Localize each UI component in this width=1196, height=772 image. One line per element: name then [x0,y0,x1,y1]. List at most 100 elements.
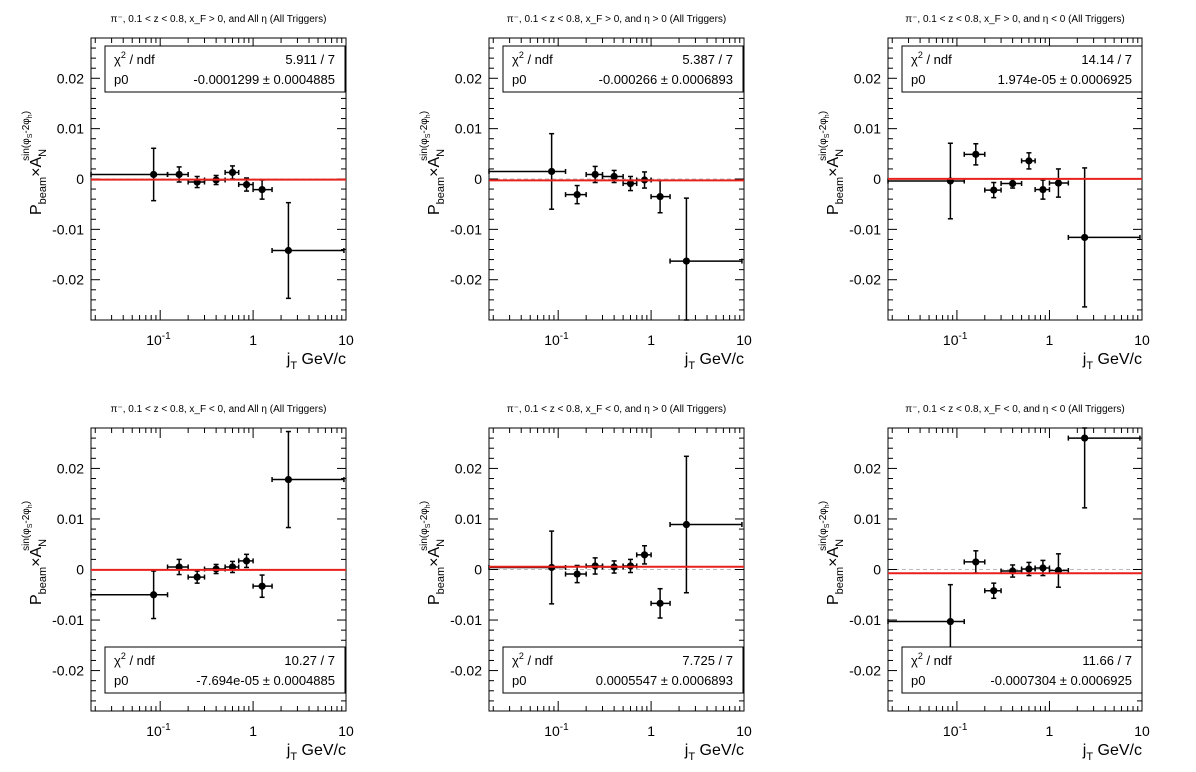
y-label-sup-mid: -2φ [21,508,32,524]
x-tick-label: 1 [249,332,257,348]
y-tick-label: -0.01 [450,221,482,237]
chart-panel-3: π⁻, 0.1 < z < 0.8, x_F > 0, and η < 0 (A… [818,14,1150,372]
x-axis-label-sub: T [290,360,297,372]
data-point [963,143,986,166]
data-point [622,175,638,192]
chi2-label: χ2 / ndf [911,651,952,668]
data-marker [1081,233,1089,242]
chart-title: π⁻, 0.1 < z < 0.8, x_F > 0, and η < 0 (A… [905,14,1125,25]
y-tick-label: 0 [873,171,881,187]
stats-box-frame [502,45,744,93]
data-marker [258,582,266,590]
stats-box-frame [502,646,744,694]
y-label-sup-end: ) [818,501,829,504]
data-point [635,544,652,565]
y-label-sup-h: h [27,504,34,508]
y-label-sub: beam [435,567,447,595]
data-marker [626,179,635,188]
data-marker [1039,185,1047,194]
chart-title: π⁻, 0.1 < z < 0.8, x_F < 0, and η < 0 (A… [905,404,1125,415]
x-tick-label: 1 [249,723,257,739]
y-label-sup-h: h [824,504,831,508]
stats-box: χ2 / ndf 7.725 / 7 p0 0.0005547 ± 0.0006893 [502,646,744,694]
data-marker [972,558,980,566]
y-axis-label-text: Pbeam×ANsin(φS-2φh) [419,501,447,605]
data-marker [242,180,251,189]
data-marker [1009,179,1017,188]
y-label-times: ×A [28,547,45,567]
y-label-sup-mid: -2φ [419,508,430,524]
data-point [187,175,206,189]
stats-box-frame [104,646,346,694]
chart-panel-2: π⁻, 0.1 < z < 0.8, x_F > 0, and η > 0 (A… [419,14,752,372]
chi2-value: 5.911 / 7 [285,52,335,67]
data-point [1020,152,1036,170]
data-point [650,587,671,619]
y-tick-label: -0.02 [52,663,84,679]
x-axis-label: jT GeV/c [286,351,346,372]
y-label-sup-s: S [425,523,432,528]
y-label-sup-s: S [27,133,34,138]
data-point [984,582,1002,600]
y-tick-label: -0.01 [52,612,84,628]
y-label-sup-end: ) [818,111,829,114]
x-axis-label: jT GeV/c [1082,742,1142,763]
y-label-sup: sin(φ [818,528,829,551]
y-label-sub: beam [37,567,49,595]
data-point [564,564,587,584]
y-label-times: ×A [426,157,443,177]
data-marker [990,587,998,595]
y-axis-label-text: Pbeam×ANsin(φS-2φh) [818,501,846,605]
y-label-sub: beam [834,567,846,595]
data-marker [548,167,556,176]
p0-value: 0.0005547 ± 0.0006893 [596,673,733,688]
y-label-sup-mid: -2φ [818,508,829,524]
y-axis-label: Pbeam×ANsin(φS-2φh) [818,501,846,605]
data-point [237,177,254,192]
p0-label: p0 [114,72,128,87]
data-point [271,430,345,529]
x-axis-label-unit: GeV/c [1093,742,1142,759]
chi2-value: 10.27 / 7 [284,653,335,668]
chart-title: π⁻, 0.1 < z < 0.8, x_F > 0, and All η (A… [111,14,327,25]
y-tick-label: -0.01 [52,221,84,237]
y-label-sup-h: h [425,114,432,118]
chart-title: π⁻, 0.1 < z < 0.8, x_F > 0, and η > 0 (A… [507,14,727,25]
x-tick-label: 10 [1134,332,1150,348]
data-point [187,570,206,584]
y-axis-label: Pbeam×ANsin(φS-2φh) [21,501,49,605]
data-point [1000,178,1023,189]
y-label-sup-mid: -2φ [21,118,32,134]
y-label-sub-n: N [435,149,447,157]
data-marker [573,191,581,199]
stats-box-frame [104,45,346,93]
y-label-sup-s: S [824,133,831,138]
p0-label: p0 [911,72,925,87]
y-label-sub-n: N [435,539,447,547]
y-label-sub: beam [834,177,846,205]
x-tick-label: 10-1 [544,331,569,348]
y-tick-label: -0.01 [849,612,881,628]
data-point [252,179,273,200]
y-tick-label: -0.02 [450,272,482,288]
data-marker [284,246,293,255]
chi2-value: 7.725 / 7 [682,653,733,668]
y-label-sup-mid: -2φ [419,118,430,134]
y-axis-label: Pbeam×ANsin(φS-2φh) [21,111,49,215]
data-marker [1081,434,1089,442]
chi2-value: 11.66 / 7 [1082,653,1132,668]
data-marker [656,599,664,607]
y-tick-label: 0.01 [455,121,482,137]
y-axis-label-text: Pbeam×ANsin(φS-2φh) [21,501,49,605]
chart-panel-5: π⁻, 0.1 < z < 0.8, x_F < 0, and η > 0 (A… [419,404,752,763]
x-tick-label: 10-1 [943,722,968,739]
y-label-sub: beam [37,177,49,205]
x-tick-label: 10-1 [146,722,171,739]
chi2-label: χ2 / ndf [512,651,553,668]
y-label-sup-end: ) [419,111,430,114]
data-marker [1054,179,1063,187]
data-marker [972,150,980,158]
y-tick-label: 0.01 [854,511,881,527]
y-tick-label: -0.02 [849,272,881,288]
